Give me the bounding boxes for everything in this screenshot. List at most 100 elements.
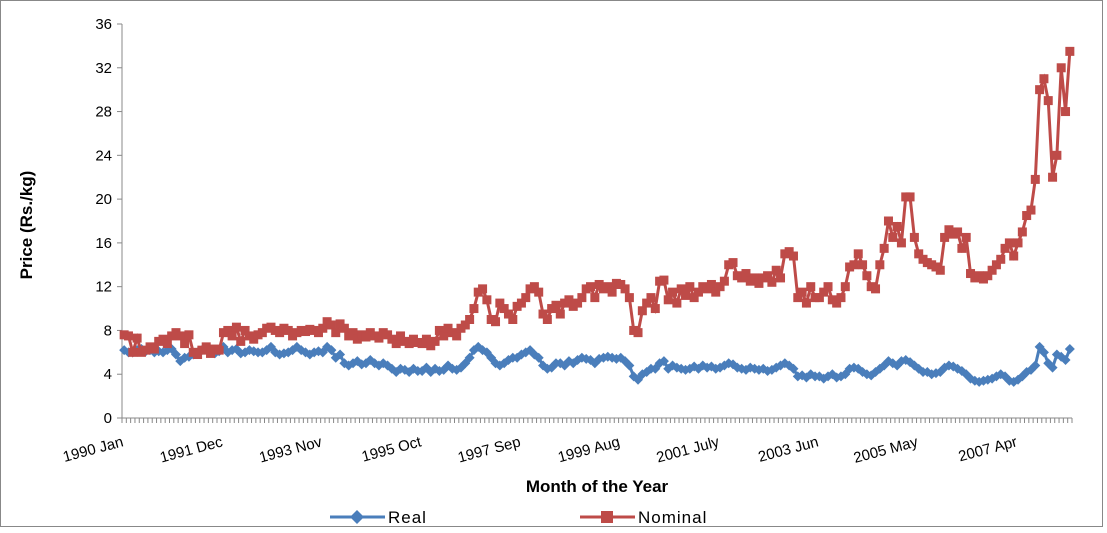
point bbox=[637, 306, 647, 316]
point bbox=[538, 309, 548, 319]
point bbox=[771, 265, 781, 275]
point bbox=[534, 287, 544, 297]
point bbox=[793, 293, 803, 303]
point bbox=[201, 342, 211, 352]
point bbox=[248, 346, 259, 357]
point bbox=[875, 260, 885, 270]
point bbox=[1052, 150, 1062, 160]
point bbox=[184, 330, 194, 340]
point bbox=[1009, 251, 1019, 261]
point bbox=[503, 309, 513, 319]
point bbox=[767, 277, 777, 287]
point bbox=[1017, 227, 1027, 237]
point bbox=[1013, 238, 1023, 248]
point bbox=[434, 325, 444, 335]
point bbox=[1047, 362, 1058, 373]
point bbox=[1060, 354, 1071, 365]
point bbox=[478, 284, 488, 294]
point bbox=[741, 269, 751, 279]
point bbox=[1030, 174, 1040, 184]
point bbox=[935, 265, 945, 275]
y-tick-label: 28 bbox=[95, 104, 112, 121]
point bbox=[240, 325, 250, 335]
point bbox=[391, 339, 401, 349]
point bbox=[953, 227, 963, 237]
point bbox=[607, 287, 617, 297]
point bbox=[374, 333, 384, 343]
point bbox=[469, 304, 479, 314]
point bbox=[542, 315, 552, 324]
point bbox=[788, 251, 798, 261]
point bbox=[832, 298, 842, 308]
point bbox=[620, 284, 630, 294]
point bbox=[909, 232, 919, 242]
point bbox=[482, 295, 492, 305]
point bbox=[586, 282, 596, 292]
point bbox=[823, 282, 833, 292]
point bbox=[776, 273, 786, 283]
point bbox=[149, 344, 159, 354]
point bbox=[862, 271, 872, 281]
point bbox=[318, 323, 328, 333]
x-axis-title: Month of the Year bbox=[526, 477, 669, 496]
point bbox=[1061, 107, 1071, 117]
legend-marker bbox=[350, 510, 364, 524]
y-axis-title: Price (Rs./kg) bbox=[17, 171, 36, 280]
y-tick-label: 24 bbox=[95, 147, 112, 164]
point bbox=[564, 295, 574, 305]
point bbox=[326, 320, 336, 330]
legend-label: Real bbox=[388, 508, 427, 527]
point bbox=[521, 293, 531, 303]
point bbox=[659, 275, 669, 285]
point bbox=[533, 352, 544, 363]
point bbox=[236, 336, 246, 346]
point bbox=[231, 322, 241, 332]
point bbox=[957, 243, 967, 253]
point bbox=[162, 339, 172, 349]
y-tick-label: 4 bbox=[104, 366, 112, 383]
legend-marker bbox=[601, 511, 613, 523]
point bbox=[858, 260, 868, 270]
point bbox=[439, 331, 449, 341]
point bbox=[763, 271, 773, 281]
y-tick-label: 16 bbox=[95, 235, 112, 252]
point bbox=[551, 300, 561, 310]
y-tick-label: 36 bbox=[95, 16, 112, 33]
point bbox=[646, 293, 656, 303]
point bbox=[460, 320, 470, 330]
point bbox=[896, 238, 906, 248]
point bbox=[814, 293, 824, 303]
point bbox=[658, 356, 669, 367]
point bbox=[452, 331, 462, 341]
point bbox=[728, 258, 738, 268]
point bbox=[806, 282, 816, 292]
point bbox=[840, 282, 850, 292]
point bbox=[170, 349, 181, 360]
point bbox=[633, 328, 643, 338]
point bbox=[1004, 238, 1014, 248]
point bbox=[883, 216, 893, 226]
legend-label: Nominal bbox=[638, 508, 707, 527]
point bbox=[693, 287, 703, 297]
point bbox=[1000, 243, 1010, 253]
point bbox=[283, 325, 293, 335]
point bbox=[624, 360, 635, 371]
point bbox=[1035, 85, 1045, 95]
point bbox=[914, 249, 924, 259]
point bbox=[819, 287, 829, 297]
point bbox=[1017, 371, 1028, 382]
point bbox=[676, 284, 686, 294]
point bbox=[1065, 46, 1075, 56]
point bbox=[491, 317, 501, 327]
point bbox=[396, 331, 406, 341]
point bbox=[1043, 96, 1053, 106]
point bbox=[214, 345, 224, 355]
point bbox=[495, 298, 505, 308]
point bbox=[503, 354, 514, 365]
point bbox=[603, 282, 613, 292]
point bbox=[681, 290, 691, 300]
point bbox=[1056, 63, 1066, 73]
point bbox=[706, 279, 716, 289]
point bbox=[991, 260, 1001, 270]
